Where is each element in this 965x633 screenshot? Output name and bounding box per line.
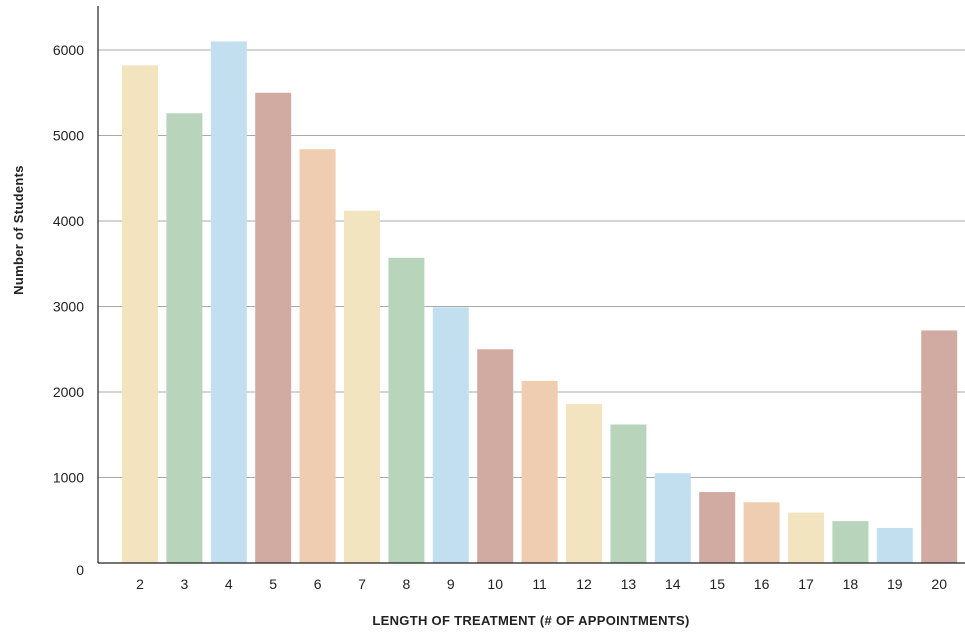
bar-16: [743, 502, 780, 563]
x-axis-title: LENGTH OF TREATMENT (# OF APPOINTMENTS): [372, 613, 689, 628]
bar-2: [122, 65, 158, 563]
y-tick-label: 0: [76, 562, 84, 578]
y-tick-label: 5000: [53, 128, 84, 144]
x-tick-label: 13: [621, 576, 637, 592]
x-tick-label: 2: [136, 576, 144, 592]
bar-12: [566, 403, 602, 563]
x-tick-label: 14: [665, 576, 681, 592]
x-tick-label: 4: [225, 576, 233, 592]
x-tick-label: 5: [269, 576, 277, 592]
bar-3: [166, 113, 203, 564]
x-tick-labels: 2 3 4 5 6 7 8 9 10 11 12 13 14 15 16 17 18 19 20: [136, 576, 947, 592]
y-tick-label: 6000: [53, 42, 84, 58]
bars: [122, 41, 958, 564]
bar-14: [654, 473, 691, 563]
x-tick-label: 3: [181, 576, 189, 592]
y-tick-label: 4000: [53, 213, 84, 229]
x-tick-label: 9: [447, 576, 455, 592]
bar-11: [521, 380, 558, 563]
y-tick-labels: 0 1000 2000 3000 4000 5000 6000: [53, 42, 84, 578]
x-tick-label: 17: [798, 576, 814, 592]
x-tick-label: 19: [887, 576, 903, 592]
x-tick-label: 8: [403, 576, 411, 592]
x-tick-label: 20: [931, 576, 947, 592]
x-tick-label: 12: [576, 576, 592, 592]
bar-17: [788, 512, 824, 563]
bar-19: [876, 527, 913, 563]
x-tick-label: 10: [487, 576, 503, 592]
bar-18: [832, 521, 869, 563]
y-tick-label: 3000: [53, 299, 84, 315]
bar-6: [299, 149, 336, 563]
y-axis-title: Number of Students: [11, 165, 26, 295]
bar-7: [344, 210, 380, 564]
y-tick-label: 2000: [53, 384, 84, 400]
bar-10: [477, 349, 514, 563]
x-tick-label: 15: [709, 576, 725, 592]
bar-13: [610, 424, 647, 563]
bar-9: [432, 307, 469, 563]
bar-8: [388, 257, 425, 563]
bar-4: [210, 41, 247, 563]
x-tick-label: 11: [532, 576, 547, 592]
x-tick-label: 16: [754, 576, 770, 592]
x-tick-label: 7: [358, 576, 366, 592]
bar-20: [921, 330, 958, 563]
x-tick-label: 18: [843, 576, 859, 592]
y-tick-label: 1000: [53, 470, 84, 486]
bar-15: [699, 492, 736, 563]
x-tick-label: 6: [314, 576, 322, 592]
bar-5: [255, 92, 292, 563]
